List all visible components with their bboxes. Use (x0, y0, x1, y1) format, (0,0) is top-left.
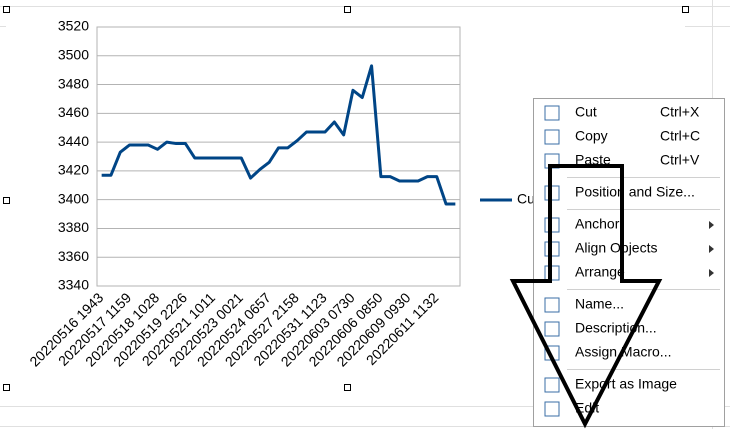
menu-icon (544, 129, 560, 145)
menu-shortcut: Ctrl+X (660, 104, 700, 120)
y-tick-label: 3500 (58, 46, 89, 62)
y-tick-label: 3400 (58, 190, 89, 206)
plot-border (96, 26, 461, 287)
data-line (101, 64, 456, 206)
submenu-arrow (709, 245, 714, 253)
menu-icon (544, 297, 560, 313)
y-tick-label: 3480 (58, 75, 89, 91)
menu-item[interactable]: Arrange (575, 264, 625, 280)
y-tick-label: 3340 (58, 277, 89, 293)
y-tick-label: 3460 (58, 104, 89, 120)
menu-icon (544, 377, 560, 393)
menu-item[interactable]: Export as Image (575, 376, 677, 392)
menu-shortcut: Ctrl+V (660, 152, 700, 168)
context-menu: Cut Ctrl+X Copy Ctrl+C Paste Ctrl+V Position a… (533, 98, 725, 427)
menu-item[interactable]: Copy (575, 128, 608, 144)
menu-item[interactable]: Description... (575, 320, 657, 336)
menu-panel (533, 98, 725, 427)
y-tick-label: 3520 (58, 18, 89, 34)
menu-shortcut: Ctrl+C (660, 128, 700, 144)
y-tick-label: 3420 (58, 162, 89, 178)
arrow-annotation (509, 164, 663, 429)
y-tick-label: 3360 (58, 248, 89, 264)
menu-item[interactable]: Name... (575, 296, 624, 312)
menu-icon (544, 321, 560, 337)
submenu-arrow (709, 221, 714, 229)
menu-item[interactable]: Cut (575, 104, 597, 120)
y-tick-label: 3440 (58, 133, 89, 149)
submenu-arrow (709, 269, 714, 277)
menu-item[interactable]: Anchor (575, 216, 620, 232)
selection-handles (3, 6, 689, 391)
menu-item[interactable]: Position and Size... (575, 184, 695, 200)
menu-item[interactable]: Paste (575, 152, 611, 168)
y-tick-label: 3380 (58, 219, 89, 235)
menu-item[interactable]: Align Objects (575, 240, 657, 256)
menu-icon (544, 105, 560, 121)
menu-icon (544, 401, 560, 417)
legend-label: Cu (517, 191, 535, 207)
